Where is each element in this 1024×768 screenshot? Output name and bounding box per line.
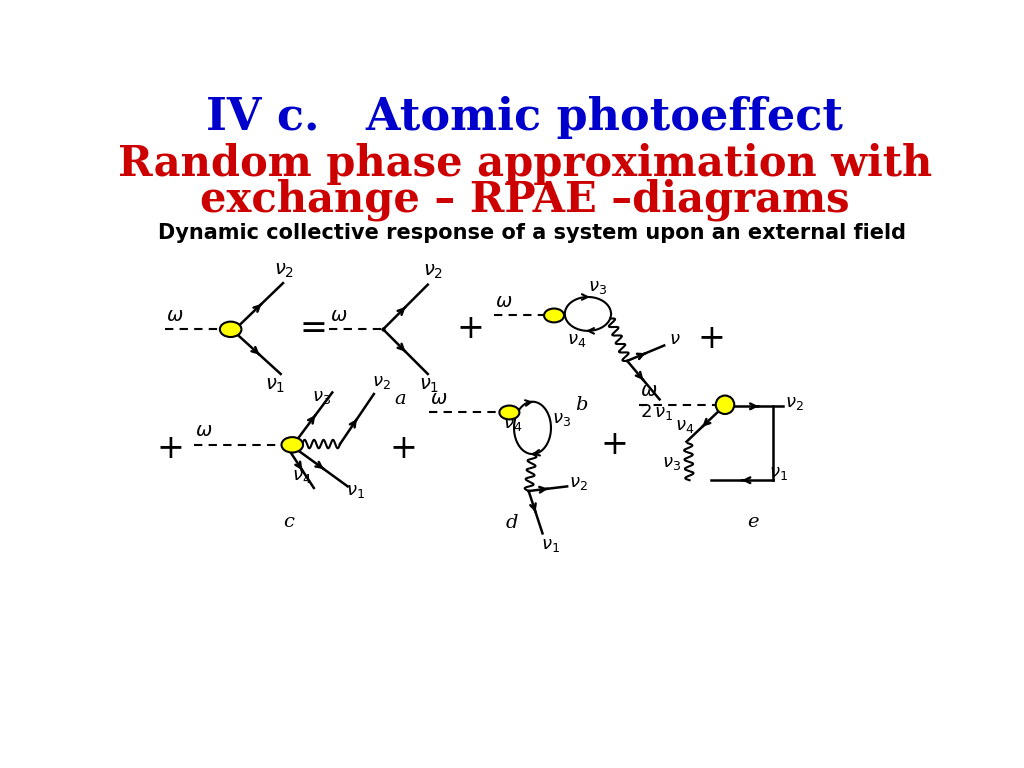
Text: $\omega$: $\omega$ [167, 307, 184, 325]
Text: +: + [600, 429, 628, 461]
Text: e: e [746, 513, 759, 531]
Ellipse shape [544, 309, 564, 323]
Text: $\omega$: $\omega$ [640, 382, 657, 400]
Text: a: a [394, 389, 406, 408]
Text: $\omega$: $\omega$ [330, 307, 347, 325]
Text: $\nu_4$: $\nu_4$ [566, 331, 586, 349]
Text: $\nu_4$: $\nu_4$ [503, 415, 522, 433]
Text: $\nu_4$: $\nu_4$ [675, 417, 694, 435]
Text: =: = [300, 313, 328, 346]
Text: $\nu_1$: $\nu_1$ [265, 377, 286, 396]
Text: b: b [574, 396, 587, 414]
Text: $\nu_1$: $\nu_1$ [541, 536, 560, 554]
Text: $\nu_2$: $\nu_2$ [274, 262, 295, 280]
Text: $\nu_3$: $\nu_3$ [552, 409, 571, 428]
Text: $\nu_3$: $\nu_3$ [312, 388, 331, 406]
Text: $\omega$: $\omega$ [195, 422, 212, 440]
Text: +: + [457, 313, 484, 346]
Text: c: c [283, 513, 294, 531]
Text: Dynamic collective response of a system upon an external field: Dynamic collective response of a system … [158, 223, 905, 243]
Text: IV c.   Atomic photoeffect: IV c. Atomic photoeffect [206, 96, 844, 139]
Text: Random phase approximation with: Random phase approximation with [118, 143, 932, 185]
Text: $\nu_2$: $\nu_2$ [568, 475, 588, 492]
Ellipse shape [500, 406, 519, 419]
Text: +: + [157, 432, 184, 465]
Text: $\nu_3$: $\nu_3$ [662, 455, 681, 472]
Text: $\nu_2$: $\nu_2$ [372, 373, 391, 392]
Text: $\nu_1$: $\nu_1$ [419, 377, 439, 396]
Text: $\omega$: $\omega$ [430, 389, 447, 408]
Text: $\nu_2$: $\nu_2$ [785, 394, 804, 412]
Text: d: d [506, 515, 518, 532]
Text: +: + [390, 432, 418, 465]
Ellipse shape [282, 437, 303, 452]
Ellipse shape [220, 322, 242, 337]
Text: $\nu_3$: $\nu_3$ [588, 278, 606, 296]
Text: $\nu_1$: $\nu_1$ [346, 482, 365, 500]
Text: $\omega$: $\omega$ [496, 293, 513, 311]
Text: exchange – RPAE –diagrams: exchange – RPAE –diagrams [200, 179, 850, 221]
Text: $\nu_2$: $\nu_2$ [423, 263, 443, 282]
Text: $\nu_1$: $\nu_1$ [769, 464, 788, 482]
Circle shape [716, 396, 734, 414]
Text: $2\,\nu_1$: $2\,\nu_1$ [640, 402, 673, 422]
Text: $\nu_4$: $\nu_4$ [292, 467, 311, 485]
Text: +: + [698, 323, 726, 355]
Text: $\nu$: $\nu$ [669, 330, 681, 349]
